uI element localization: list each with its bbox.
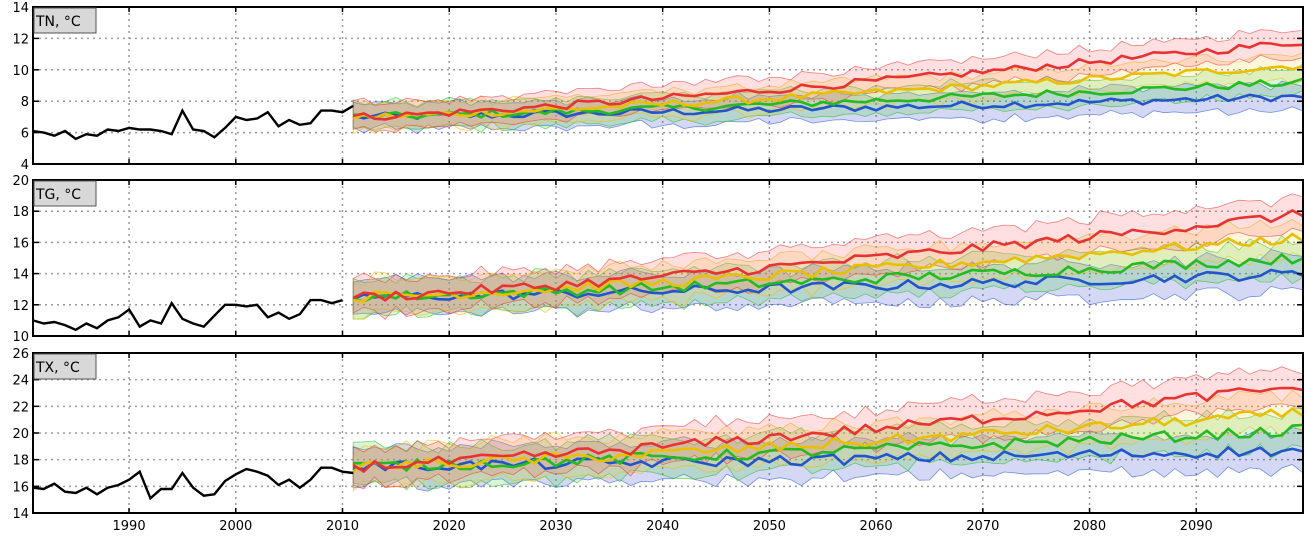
y-tick-label: 4	[21, 158, 29, 173]
series-high	[352, 386, 1304, 474]
y-tick-label: 22	[12, 400, 29, 415]
panel-label: TG, °C	[35, 187, 81, 203]
y-tick-label: 18	[12, 205, 29, 220]
x-tick-label: 2070	[966, 519, 999, 534]
x-tick-label: 2000	[219, 519, 252, 534]
y-tick-label: 12	[12, 32, 29, 47]
x-tick-label: 2080	[1073, 519, 1106, 534]
x-tick-label: 2030	[539, 519, 572, 534]
x-tick-label: 2010	[326, 519, 359, 534]
y-tick-label: 16	[12, 480, 29, 495]
panel-label-box	[33, 7, 97, 34]
panel-frame	[32, 6, 1304, 165]
y-tick-label: 20	[12, 174, 29, 189]
x-tick-label: 2060	[860, 519, 893, 534]
panel-label-box	[33, 353, 97, 380]
y-tick-label: 26	[12, 347, 29, 362]
x-tick-label: 2040	[646, 519, 679, 534]
panel-label-box	[33, 180, 97, 207]
panel-2: 14 16 18 20 22 24 26 TX, °C	[12, 347, 1304, 522]
y-tick-label: 18	[12, 454, 29, 469]
series-low	[352, 268, 1304, 301]
x-tick-label: 1990	[113, 519, 146, 534]
y-tick-label: 16	[12, 236, 29, 251]
y-tick-label: 20	[12, 427, 29, 442]
series-high	[352, 41, 1304, 121]
y-tick-label: 10	[12, 64, 29, 79]
series-mid_low	[353, 77, 1304, 120]
y-tick-label: 14	[12, 507, 29, 522]
x-tick-label: 2050	[753, 519, 786, 534]
y-tick-label: 14	[12, 268, 29, 283]
y-tick-label: 6	[21, 127, 29, 142]
y-tick-label: 10	[12, 330, 29, 345]
series-observed	[32, 298, 343, 332]
series-mid_low	[352, 252, 1304, 303]
series-low	[353, 445, 1304, 472]
y-tick-label: 8	[21, 95, 29, 110]
y-tick-label: 14	[12, 1, 29, 16]
panel-0: 4 6 8 10 12 14 TN, °C	[12, 1, 1304, 173]
panel-frame	[32, 179, 1304, 337]
x-tick-label: 2090	[1180, 519, 1213, 534]
x-tick-label: 2020	[433, 519, 466, 534]
series-mid_low	[353, 423, 1304, 473]
panel-label: TN, °C	[35, 14, 81, 30]
y-tick-label: 24	[12, 374, 29, 389]
panel-1: 10 12 14 16 18 20 TG, °C	[12, 174, 1304, 345]
panel-label: TX, °C	[35, 360, 80, 376]
series-mid_high	[352, 407, 1304, 473]
y-tick-label: 12	[12, 299, 29, 314]
series-high	[352, 209, 1304, 302]
series-observed	[32, 104, 354, 141]
series-observed	[32, 466, 354, 501]
series-mid_high	[353, 232, 1304, 303]
